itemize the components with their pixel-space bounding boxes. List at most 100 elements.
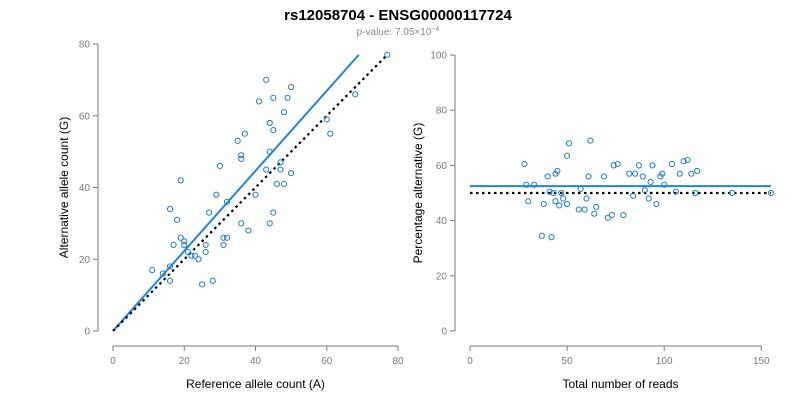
- data-point: [270, 127, 277, 134]
- data-point: [581, 206, 588, 213]
- allele-count-panel: 0 20 40 60 80 0 20 40 60 80 Reference allele count…: [57, 40, 404, 392]
- data-point: [554, 167, 561, 175]
- y-axis-label: Percentage alternative (G): [411, 123, 425, 264]
- data-point: [635, 162, 643, 169]
- data-point: [631, 170, 639, 177]
- data-point: [149, 266, 156, 274]
- y-tick-label: 0: [84, 327, 90, 338]
- data-point: [166, 277, 174, 284]
- data-point: [209, 277, 216, 284]
- data-point: [560, 195, 567, 202]
- x-tick-label: 50: [562, 356, 574, 367]
- data-point: [216, 162, 223, 170]
- data-point: [521, 160, 528, 168]
- data-point: [181, 241, 188, 248]
- data-point: [583, 195, 590, 202]
- x-tick-label: 60: [321, 356, 333, 367]
- y-tick-label: 60: [79, 111, 91, 122]
- data-point: [550, 189, 557, 197]
- data-point: [608, 211, 615, 219]
- data-point: [263, 76, 270, 83]
- data-point: [645, 195, 652, 202]
- data-point: [676, 170, 683, 177]
- data-point: [188, 252, 195, 259]
- data-point: [177, 177, 184, 184]
- data-point: [170, 241, 177, 248]
- data-point: [552, 198, 559, 205]
- data-point: [280, 109, 288, 116]
- x-tick-label: 0: [467, 356, 473, 367]
- y-tick-label: 60: [436, 161, 448, 172]
- data-point: [238, 220, 245, 227]
- data-point: [223, 198, 231, 205]
- data-point: [548, 234, 555, 241]
- chart-title: rs12058704 - ENSG00000117724: [284, 7, 512, 24]
- data-point: [238, 155, 245, 162]
- data-point: [680, 158, 687, 165]
- x-tick-label: 40: [250, 356, 262, 367]
- data-point: [191, 252, 199, 259]
- data-point: [556, 202, 563, 209]
- data-point: [166, 263, 174, 270]
- data-point: [563, 152, 571, 159]
- data-point: [195, 256, 202, 263]
- p-value-exponent: −4: [431, 26, 439, 33]
- x-axis-label: Total number of reads: [562, 377, 678, 391]
- data-point: [614, 160, 621, 168]
- data-point: [288, 83, 295, 91]
- y-tick-label: 20: [436, 271, 448, 282]
- x-tick-label: 150: [753, 356, 770, 367]
- data-point: [653, 200, 660, 208]
- data-point: [252, 191, 259, 198]
- data-point: [694, 167, 701, 175]
- data-point: [591, 210, 598, 217]
- data-point: [600, 173, 608, 180]
- data-point: [202, 241, 209, 248]
- data-point: [213, 191, 220, 198]
- data-point: [585, 173, 592, 180]
- data-point: [544, 173, 551, 180]
- y-tick-label: 0: [441, 327, 447, 338]
- data-point: [198, 281, 206, 288]
- data-point: [610, 162, 617, 169]
- p-value-subtitle: p-value: 7.05×10−4: [357, 26, 440, 38]
- x-axis-label: Reference allele count (A): [186, 377, 325, 391]
- data-point: [166, 205, 174, 213]
- data-point: [546, 188, 553, 195]
- data-point: [174, 216, 181, 223]
- data-point: [284, 94, 291, 101]
- data-point: [639, 173, 646, 180]
- data-point: [563, 200, 571, 208]
- data-point: [538, 232, 545, 239]
- data-point: [184, 248, 191, 256]
- data-point: [530, 181, 538, 188]
- data-point: [266, 220, 273, 227]
- y-tick-label: 40: [436, 216, 448, 227]
- data-point: [565, 140, 573, 147]
- data-point: [626, 170, 633, 177]
- data-point: [620, 211, 627, 219]
- data-point: [593, 203, 600, 210]
- data-point: [234, 137, 241, 144]
- y-tick-label: 80: [79, 40, 91, 51]
- data-point: [223, 234, 231, 241]
- data-point: [558, 189, 565, 197]
- data-point: [270, 94, 277, 101]
- data-point: [692, 189, 699, 197]
- x-tick-label: 100: [656, 356, 673, 367]
- data-point: [255, 98, 263, 105]
- data-point: [277, 166, 284, 173]
- data-point: [280, 180, 288, 188]
- data-point: [525, 198, 532, 205]
- percentage-alternative-panel: 0 50 100 150 0 20 40 60 80 100 Total number of rea…: [411, 51, 775, 391]
- data-point: [661, 181, 668, 188]
- data-point: [352, 91, 359, 98]
- x-tick-label: 20: [179, 356, 191, 367]
- data-point: [206, 209, 213, 216]
- data-point: [688, 170, 695, 177]
- data-point: [672, 188, 679, 195]
- data-point: [630, 192, 637, 199]
- data-point: [220, 234, 227, 241]
- data-point: [587, 137, 594, 144]
